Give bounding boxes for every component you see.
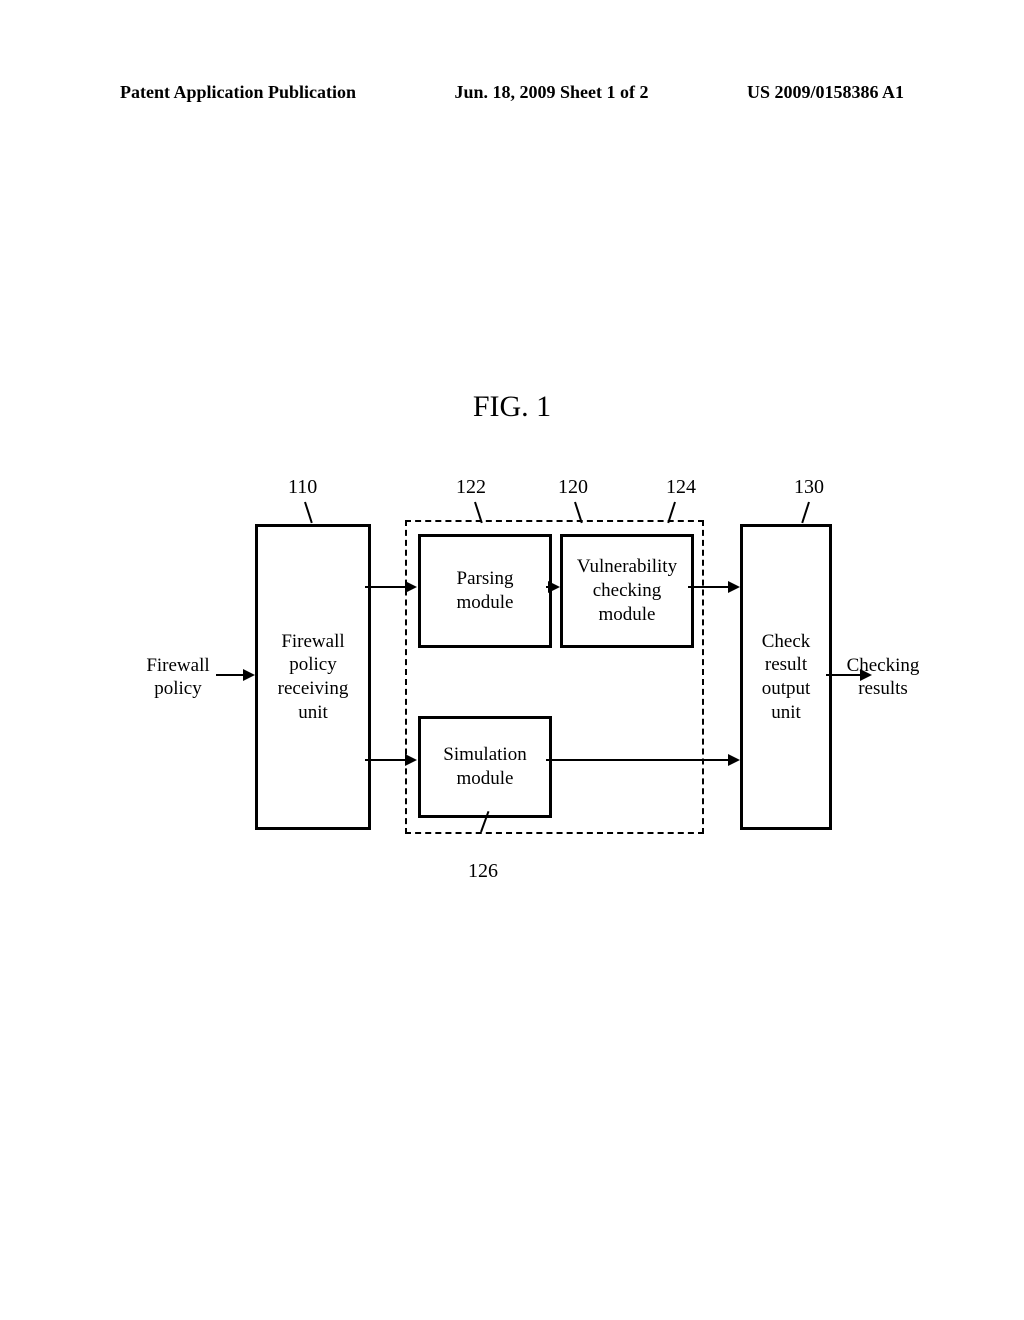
node-out_label: Checkingresults [838, 655, 928, 705]
header-right: US 2009/0158386 A1 [747, 82, 904, 103]
arrowhead-icon [728, 754, 740, 766]
node-sim: Simulationmodule [418, 716, 552, 818]
page-header: Patent Application Publication Jun. 18, … [0, 82, 1024, 103]
arrowhead-icon [243, 669, 255, 681]
leader-110 [304, 502, 313, 524]
header-left: Patent Application Publication [120, 82, 356, 103]
node-label: Parsingmodule [457, 567, 514, 615]
connector [688, 586, 730, 588]
node-parse: Parsingmodule [418, 534, 552, 648]
ref-126: 126 [468, 860, 498, 883]
ref-130: 130 [794, 476, 824, 499]
leader-130 [801, 502, 810, 524]
ref-122: 122 [456, 476, 486, 499]
ref-120: 120 [558, 476, 588, 499]
arrowhead-icon [548, 581, 560, 593]
arrowhead-icon [405, 581, 417, 593]
arrowhead-icon [860, 669, 872, 681]
arrowhead-icon [728, 581, 740, 593]
node-label: Firewallpolicy [146, 655, 209, 699]
figure-title: FIG. 1 [0, 390, 1024, 424]
node-vuln: Vulnerabilitycheckingmodule [560, 534, 694, 648]
ref-124: 124 [666, 476, 696, 499]
node-label: Checkingresults [847, 655, 920, 699]
diagram: Firewallpolicy Firewallpolicyreceivinguni… [120, 460, 904, 860]
ref-110: 110 [288, 476, 317, 499]
node-out_unit: Checkresultoutputunit [740, 524, 832, 830]
node-label: Simulationmodule [443, 743, 526, 791]
node-recv: Firewallpolicyreceivingunit [255, 524, 371, 830]
connector [365, 759, 407, 761]
connector [216, 674, 245, 676]
node-label: Checkresultoutputunit [762, 630, 811, 725]
header-center: Jun. 18, 2009 Sheet 1 of 2 [454, 82, 648, 103]
connector [546, 759, 730, 761]
arrowhead-icon [405, 754, 417, 766]
node-label: Firewallpolicyreceivingunit [278, 630, 349, 725]
node-in_label: Firewallpolicy [138, 655, 218, 705]
connector [826, 674, 862, 676]
node-label: Vulnerabilitycheckingmodule [577, 555, 677, 626]
connector [365, 586, 407, 588]
